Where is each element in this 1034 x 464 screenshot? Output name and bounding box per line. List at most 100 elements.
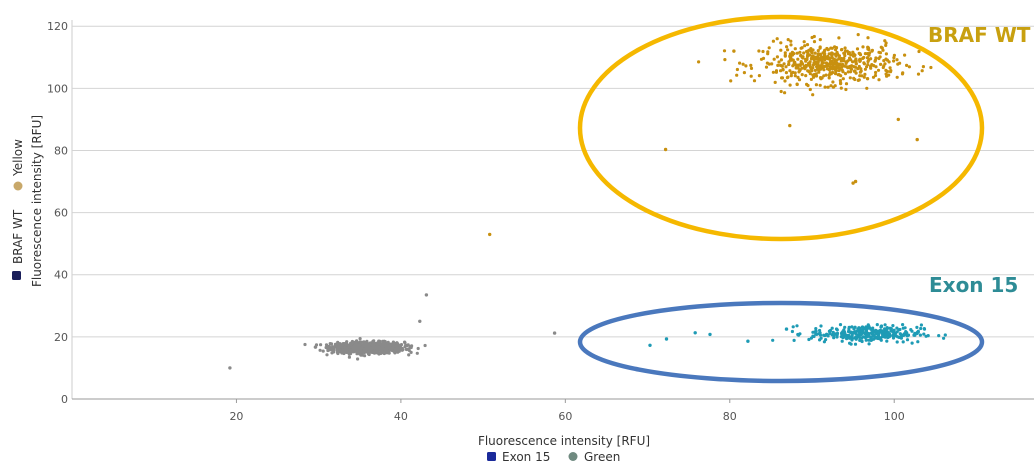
y-axis-label-target: BRAF WT <box>11 209 25 264</box>
gray-outlier-point <box>418 319 422 323</box>
orange-cluster-point <box>735 73 739 77</box>
orange-cluster-point <box>898 61 902 65</box>
blue-cluster-point <box>807 337 811 342</box>
gray-cluster-point <box>391 340 395 344</box>
orange-cluster-point <box>810 69 814 73</box>
blue-cluster-point <box>854 336 858 340</box>
orange-cluster-point <box>779 58 784 62</box>
gray-cluster-point <box>354 340 358 344</box>
orange-cluster-point <box>799 46 803 50</box>
orange-cluster-point <box>804 74 808 78</box>
blue-cluster-point <box>850 334 854 338</box>
blue-cluster-point <box>771 338 775 342</box>
blue-cluster-point <box>838 323 843 327</box>
orange-cluster-point <box>858 59 862 64</box>
orange-cluster-point <box>839 48 844 52</box>
y-axis-label: Fluorescence intensity [RFU] <box>30 115 44 287</box>
blue-cluster-point <box>859 332 863 336</box>
orange-cluster-point <box>921 65 926 69</box>
y-tick-label-80: 80 <box>54 144 68 157</box>
orange-cluster-point <box>856 78 860 82</box>
orange-cluster-point <box>835 62 840 66</box>
blue-cluster-point <box>867 342 871 346</box>
blue-cluster-point <box>891 324 895 328</box>
orange-cluster-point <box>873 73 878 78</box>
orange-cluster-point <box>829 84 833 88</box>
orange-cluster-point <box>815 56 819 60</box>
orange-cluster-point <box>870 49 874 53</box>
y-axis-label-channel: Yellow <box>11 139 25 177</box>
blue-cluster-point <box>860 329 865 333</box>
orange-cluster-point <box>917 49 921 54</box>
orange-cluster-point <box>784 65 788 69</box>
orange-cluster-point <box>874 56 878 60</box>
gray-cluster-point <box>376 345 380 349</box>
orange-cluster-point <box>887 73 891 77</box>
orange-cluster-point <box>827 68 832 72</box>
orange-cluster-point <box>774 70 779 74</box>
gray-cluster-point <box>384 341 388 345</box>
blue-cluster-point <box>853 342 858 346</box>
orange-outlier-point <box>853 179 858 184</box>
orange-cluster-point <box>742 71 747 75</box>
blue-cluster-point <box>834 327 839 331</box>
gray-cluster-point <box>370 347 374 351</box>
orange-cluster-point <box>826 54 830 58</box>
orange-cluster-point <box>834 69 838 73</box>
blue-cluster-point <box>841 330 845 334</box>
gray-cluster-point <box>403 345 407 349</box>
orange-cluster-point <box>822 68 826 72</box>
orange-cluster-point <box>827 52 831 56</box>
orange-cluster-point <box>876 68 881 72</box>
orange-cluster-point <box>802 51 806 55</box>
blue-cluster-point <box>918 333 923 337</box>
orange-cluster-point <box>798 69 802 73</box>
orange-cluster-point <box>888 66 892 70</box>
orange-cluster-point <box>829 46 833 50</box>
orange-cluster-point <box>929 65 933 70</box>
blue-cluster-point <box>916 340 920 344</box>
y-axis-label-group: Yellow BRAF WT Fluorescence intensity [R… <box>11 115 44 287</box>
orange-cluster-point <box>800 66 804 70</box>
orange-cluster-point <box>794 66 798 70</box>
orange-outlier-point <box>488 232 492 237</box>
gray-cluster-point <box>407 353 411 357</box>
gray-cluster-point <box>343 345 347 349</box>
orange-cluster-point <box>735 67 740 72</box>
orange-cluster-point <box>866 45 870 49</box>
orange-cluster-point <box>744 64 748 68</box>
orange-cluster-point <box>752 79 757 83</box>
blue-outlier-point <box>648 343 652 347</box>
orange-cluster-point <box>803 44 807 48</box>
y-tick-label-120: 120 <box>47 20 68 33</box>
orange-cluster-point <box>808 87 812 92</box>
blue-cluster-point <box>812 334 816 339</box>
orange-cluster-point <box>895 75 899 79</box>
blue-cluster-point <box>811 330 815 334</box>
orange-cluster-point <box>854 59 858 63</box>
gray-cluster-point <box>318 348 322 352</box>
orange-cluster-point <box>862 55 866 60</box>
orange-cluster-point <box>828 61 832 65</box>
orange-cluster-point <box>839 59 843 63</box>
blue-cluster-point <box>847 327 851 331</box>
orange-cluster-point <box>823 58 827 62</box>
orange-cluster-point <box>803 67 807 71</box>
orange-cluster-point <box>839 86 843 90</box>
orange-cluster-point <box>845 49 849 53</box>
blue-cluster-point <box>905 338 910 342</box>
orange-cluster-point <box>749 63 753 67</box>
blue-cluster-point <box>850 325 854 329</box>
orange-outlier-point <box>851 181 855 185</box>
orange-cluster-point <box>848 70 853 74</box>
orange-cluster-point <box>856 67 860 71</box>
gray-cluster-point <box>353 348 358 352</box>
y-tick-label-40: 40 <box>54 269 68 282</box>
gray-cluster-point <box>394 344 398 348</box>
orange-cluster-point <box>844 82 849 86</box>
gray-cluster-point <box>335 350 339 354</box>
orange-cluster-point <box>854 61 858 65</box>
orange-cluster-point <box>848 76 852 80</box>
blue-outlier-point <box>784 327 789 331</box>
